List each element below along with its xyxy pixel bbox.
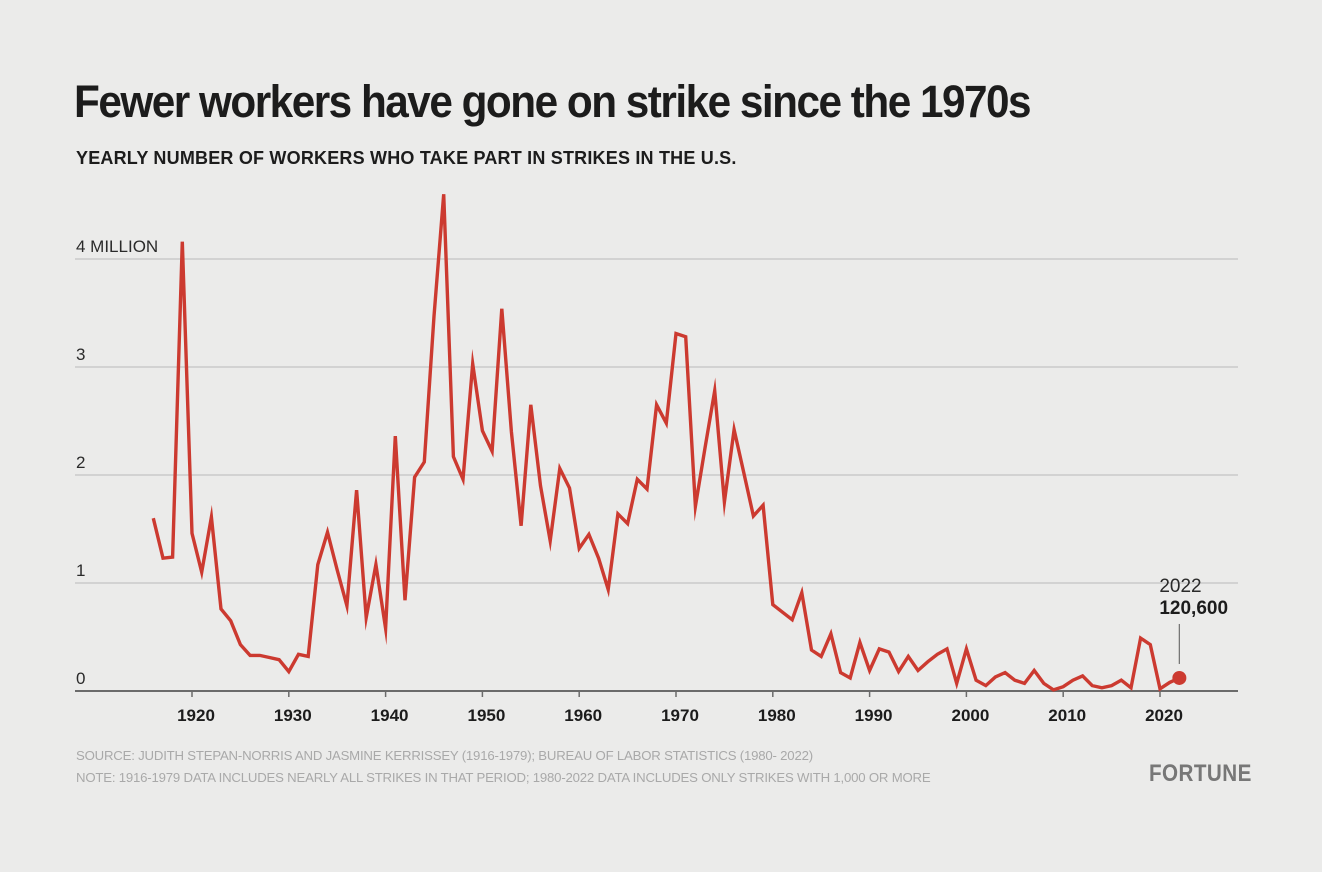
gridlines <box>75 258 1238 584</box>
y-tick-label: 3 <box>76 345 85 364</box>
y-tick-label: 2 <box>76 453 85 472</box>
annotation-value-label: 120,600 <box>1159 598 1228 619</box>
annotation-2022: 2022 120,600 <box>1159 576 1228 685</box>
annotation-year-label: 2022 <box>1159 576 1201 597</box>
x-tick-label: 2020 <box>1145 706 1183 725</box>
y-tick-label: 1 <box>76 561 85 580</box>
x-tick-label: 1970 <box>661 706 699 725</box>
x-tick-label: 1940 <box>371 706 409 725</box>
y-tick-label: 4 MILLION <box>76 237 158 256</box>
x-tick-label: 1980 <box>758 706 796 725</box>
chart-title: Fewer workers have gone on strike since … <box>74 76 1032 127</box>
y-axis-labels: 0 1 2 3 4 MILLION <box>76 237 158 688</box>
annotation-marker-dot <box>1172 670 1187 685</box>
x-tick-label: 1920 <box>177 706 215 725</box>
x-tick-label: 2000 <box>951 706 989 725</box>
series-line-workers-on-strike <box>151 194 1181 692</box>
chart-subtitle: YEARLY NUMBER OF WORKERS WHO TAKE PART I… <box>76 148 737 168</box>
x-tick-label: 1990 <box>855 706 893 725</box>
methodology-note: NOTE: 1916-1979 DATA INCLUDES NEARLY ALL… <box>76 770 931 785</box>
x-tick-label: 1960 <box>564 706 602 725</box>
y-tick-label: 0 <box>76 669 85 688</box>
x-axis-ticks: 1920 1930 1940 1950 1960 1970 1980 1990 2000 2010… <box>177 691 1183 725</box>
source-note: SOURCE: JUDITH STEPAN-NORRIS AND JASMINE… <box>76 748 813 763</box>
fortune-logo: FORTUNE <box>1149 760 1252 787</box>
x-tick-label: 1950 <box>467 706 505 725</box>
x-tick-label: 1930 <box>274 706 312 725</box>
x-tick-label: 2010 <box>1048 706 1086 725</box>
